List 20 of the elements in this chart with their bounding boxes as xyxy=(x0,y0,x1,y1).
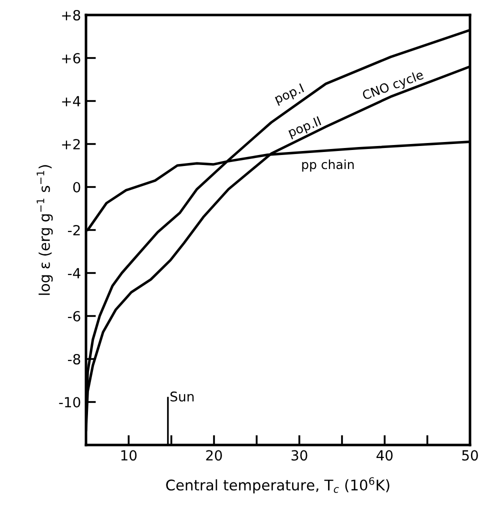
annotation: CNO cycle xyxy=(362,70,425,102)
y-tick-label: -6 xyxy=(68,310,80,322)
y-tick-label: +8 xyxy=(62,10,80,20)
x-tick-label: 40 xyxy=(376,450,393,461)
y-tick-label: +6 xyxy=(62,52,80,64)
x-tick-label: 10 xyxy=(121,450,137,461)
y-tick-label: -4 xyxy=(68,268,80,278)
y-tick-label: -8 xyxy=(68,354,80,364)
series-label: pp chain xyxy=(302,160,354,172)
x-tick-label: 20 xyxy=(206,450,222,461)
x-tick-label: 30 xyxy=(292,450,308,461)
x-tick-label: 50 xyxy=(462,450,478,461)
ref-line-label: Sun xyxy=(170,392,194,402)
y-tick-label: +2 xyxy=(62,138,80,150)
y-axis-title: log ε (erg g$^{−1}$ s$^{−1}$) xyxy=(36,165,53,295)
y-tick-label: -2 xyxy=(68,224,80,236)
y-tick-label: +4 xyxy=(62,96,80,106)
x-axis-title: Central temperature, T$_{c}$ (10$^{6}$K) xyxy=(166,477,390,494)
y-tick-label: -10 xyxy=(59,396,80,408)
y-tick-label: 0 xyxy=(73,182,80,192)
